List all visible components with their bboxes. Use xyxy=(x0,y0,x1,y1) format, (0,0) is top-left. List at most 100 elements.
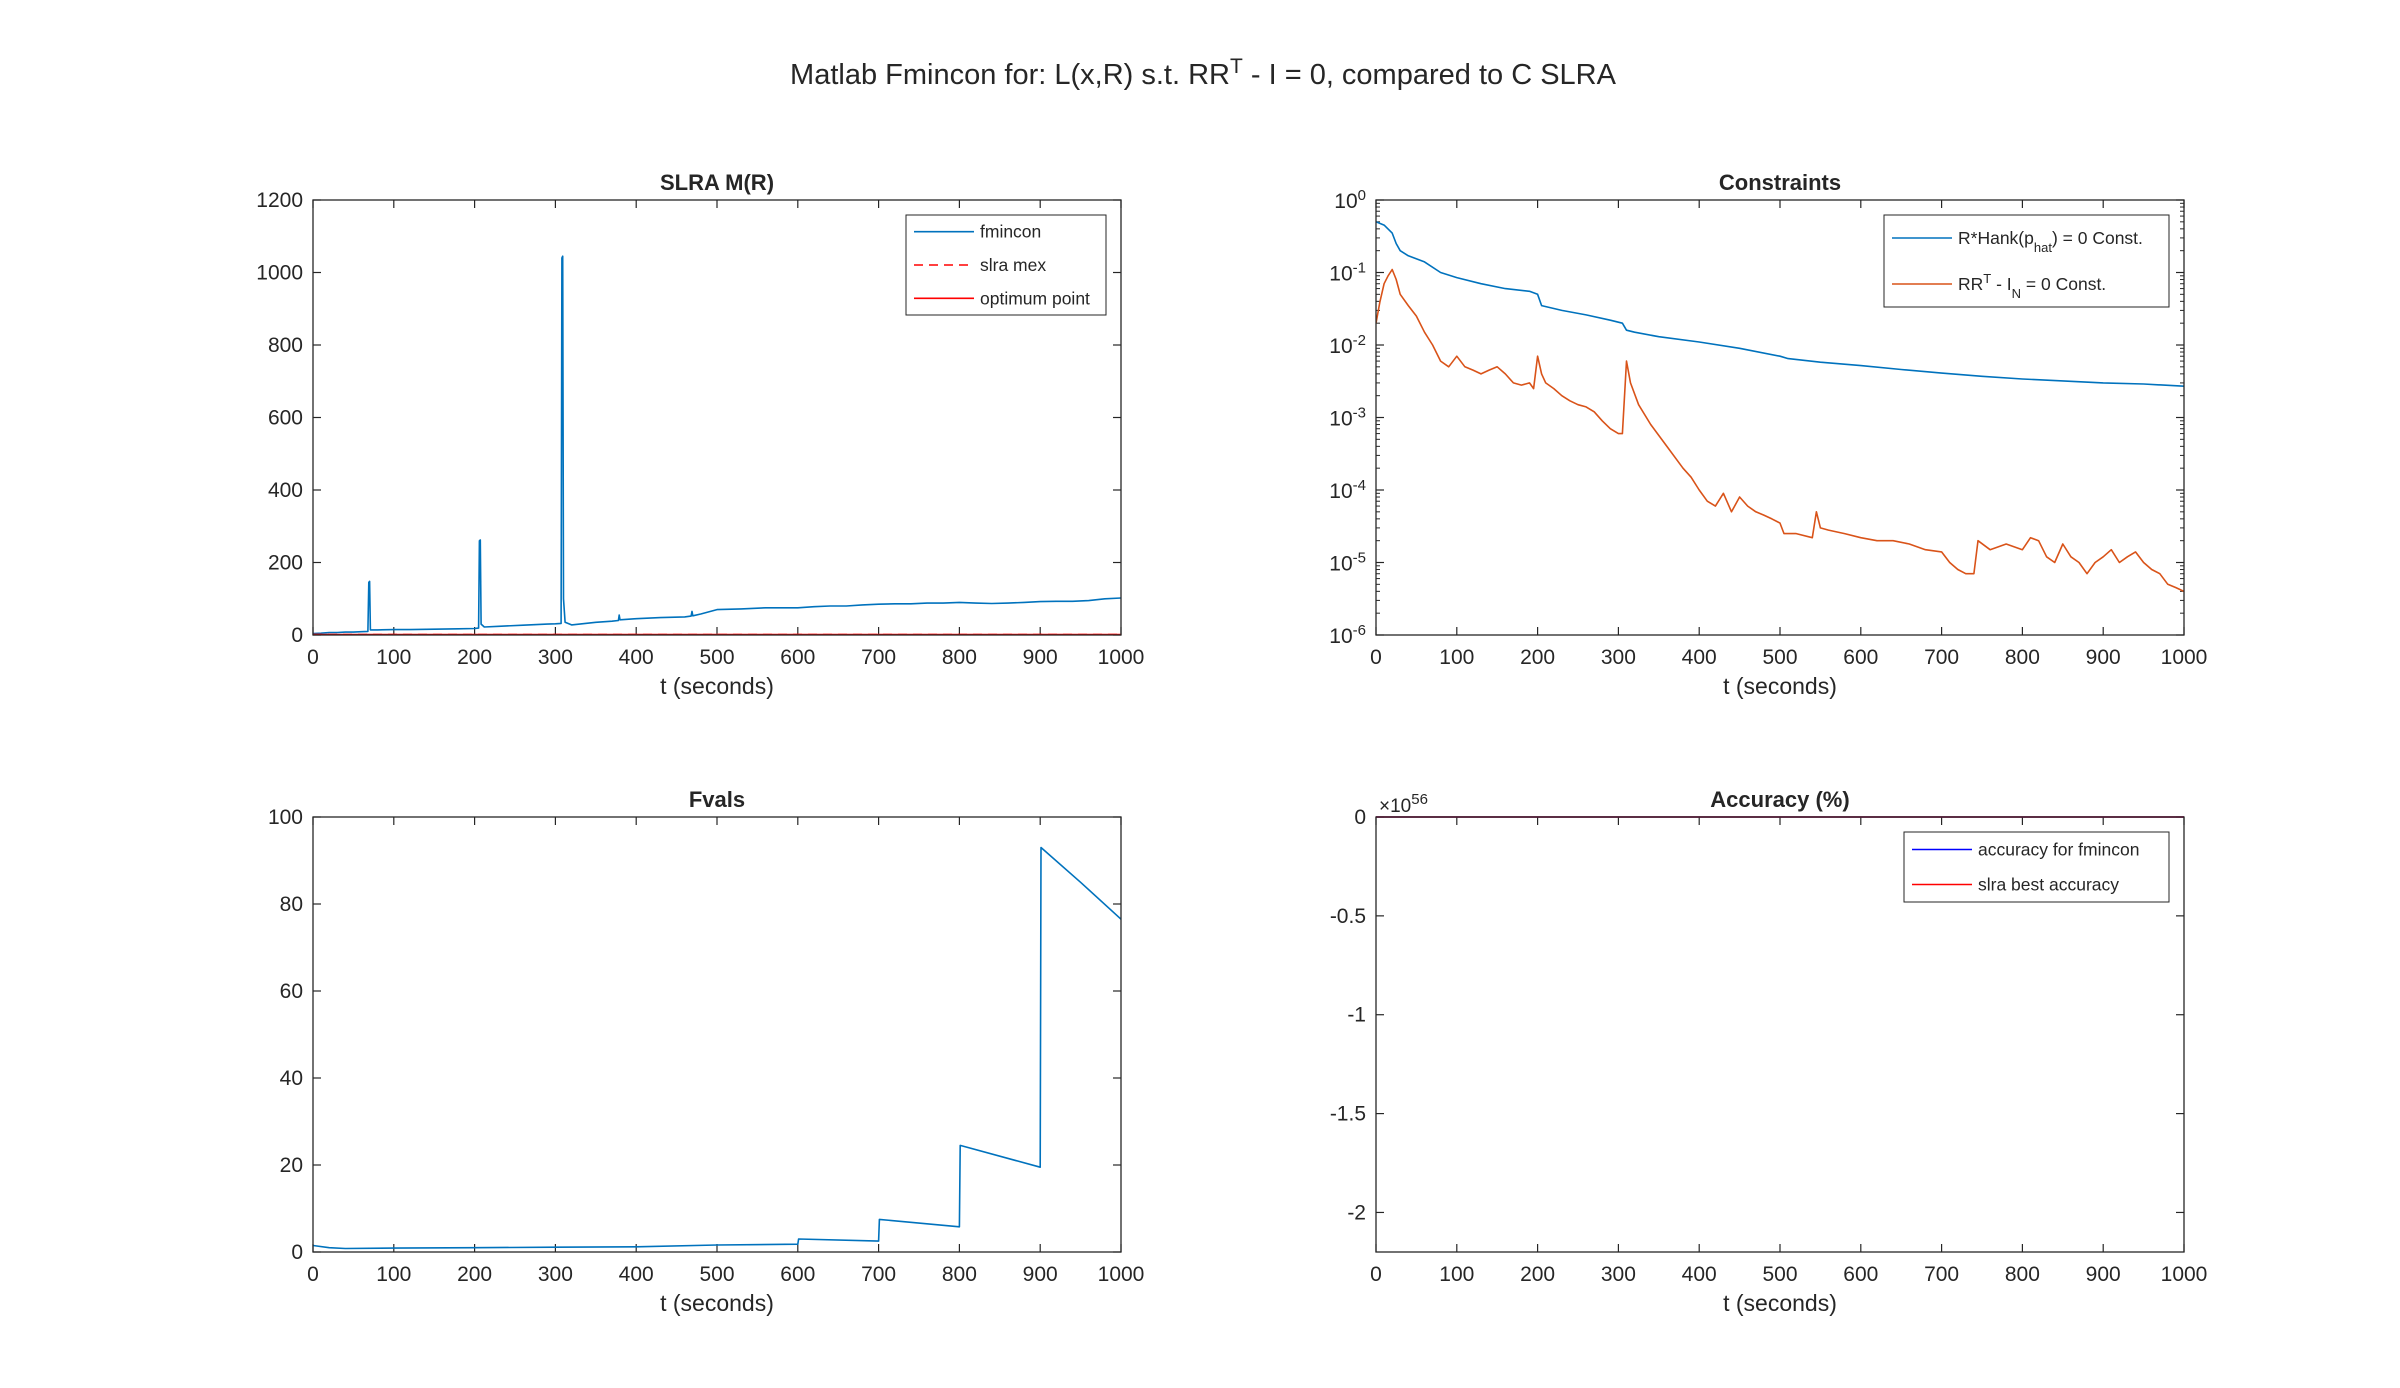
y-tick-label: 600 xyxy=(268,407,303,430)
axes-box xyxy=(312,199,1122,636)
x-tick-label: 500 xyxy=(699,646,734,669)
x-tick-label: 400 xyxy=(619,646,654,669)
x-tick-label: 100 xyxy=(1439,1263,1474,1286)
y-tick-label: 1200 xyxy=(256,189,303,212)
x-tick-label: 300 xyxy=(538,646,573,669)
x-tick-label: 600 xyxy=(780,646,815,669)
x-tick-label: 100 xyxy=(376,646,411,669)
subplot-panels: SLRA M(R)0 100 200 300 400 500 600 700 800 900 100… xyxy=(256,170,2207,1316)
x-tick-label: 400 xyxy=(1682,646,1717,669)
figure-suptitle: Matlab Fmincon for: L(x,R) s.t. RRT - I … xyxy=(790,55,1617,92)
subplot-title: Fvals xyxy=(689,787,745,812)
x-tick-label: 1000 xyxy=(1098,646,1145,669)
x-tick-label: 600 xyxy=(780,1263,815,1286)
y-tick-label: 60 xyxy=(280,980,303,1003)
x-tick-label: 200 xyxy=(457,1263,492,1286)
series-line xyxy=(313,846,1121,1250)
x-tick-label: 500 xyxy=(1762,1263,1797,1286)
series-line xyxy=(1376,221,2184,387)
y-tick-label: 10-4 xyxy=(1329,477,1366,504)
series-line xyxy=(1376,268,2184,593)
x-axis-label: t (seconds) xyxy=(660,673,774,699)
x-tick-label: 600 xyxy=(1843,1263,1878,1286)
x-tick-label: 300 xyxy=(538,1263,573,1286)
y-tick-label: 800 xyxy=(268,334,303,357)
x-tick-label: 500 xyxy=(1762,646,1797,669)
x-tick-label: 0 xyxy=(1370,1263,1382,1286)
x-tick-label: 700 xyxy=(861,1263,896,1286)
legend-label: fmincon xyxy=(980,222,1041,242)
x-axis-label: t (seconds) xyxy=(1723,1290,1837,1316)
x-tick-label: 800 xyxy=(2005,1263,2040,1286)
subplot-fvals: Fvals 0 100 200 300 400 500 600 700 800 900 1000 0 20… xyxy=(268,787,1144,1316)
legend-label: slra mex xyxy=(980,255,1046,275)
legend: fmincon slra mex optimum point xyxy=(905,214,1107,316)
subplot-accuracy: Accuracy (%) 0 100 200 300 400 500 600 700 800 900… xyxy=(1330,787,2208,1316)
x-tick-label: 300 xyxy=(1601,646,1636,669)
y-tick-label: 40 xyxy=(280,1067,303,1090)
subplot-title: Accuracy (%) xyxy=(1710,787,1849,812)
y-tick-label: 200 xyxy=(268,552,303,575)
legend-label: accuracy for fmincon xyxy=(1978,840,2139,860)
x-tick-label: 0 xyxy=(1370,646,1382,669)
y-exponent-label: ×1056 xyxy=(1379,791,1428,818)
x-tick-label: 300 xyxy=(1601,1263,1636,1286)
series-line xyxy=(313,255,1121,635)
y-tick-label: 10-3 xyxy=(1329,404,1366,431)
legend-label: R*Hank(phat) = 0 Const. xyxy=(1958,228,2143,255)
x-tick-label: 500 xyxy=(699,1263,734,1286)
x-tick-label: 900 xyxy=(1023,646,1058,669)
x-tick-label: 800 xyxy=(2005,646,2040,669)
x-tick-label: 900 xyxy=(2086,646,2121,669)
legend-label: slra best accuracy xyxy=(1978,875,2119,895)
x-tick-label: 0 xyxy=(307,1263,319,1286)
y-tick-label: 10-2 xyxy=(1329,332,1366,359)
x-tick-label: 700 xyxy=(1924,646,1959,669)
y-tick-label: -1.5 xyxy=(1330,1103,1366,1126)
x-tick-label: 100 xyxy=(376,1263,411,1286)
axes-box xyxy=(1375,199,2185,636)
x-tick-label: 100 xyxy=(1439,646,1474,669)
legend-box xyxy=(1903,831,2170,903)
legend: R*Hank(phat) = 0 Const. RRT - IN = 0 Cons… xyxy=(1883,214,2170,308)
x-tick-label: 200 xyxy=(1520,646,1555,669)
y-tick-label: 10-5 xyxy=(1329,549,1366,576)
x-tick-label: 0 xyxy=(307,646,319,669)
legend-label: optimum point xyxy=(980,288,1090,308)
x-tick-label: 200 xyxy=(457,646,492,669)
x-tick-label: 700 xyxy=(861,646,896,669)
y-tick-label: 1000 xyxy=(256,262,303,285)
y-tick-label: 20 xyxy=(280,1154,303,1177)
x-tick-label: 1000 xyxy=(2161,646,2208,669)
x-tick-label: 400 xyxy=(619,1263,654,1286)
y-tick-label: -2 xyxy=(1347,1201,1366,1224)
y-tick-label: 80 xyxy=(280,893,303,916)
x-tick-label: 800 xyxy=(942,1263,977,1286)
y-tick-label: 10-1 xyxy=(1329,259,1366,286)
subplot-slra: SLRA M(R) 0 100 200 300 400 500 600 700 800 900 100… xyxy=(256,170,1144,699)
x-tick-label: 1000 xyxy=(2161,1263,2208,1286)
x-tick-label: 800 xyxy=(942,646,977,669)
subplot-title: SLRA M(R) xyxy=(660,170,774,195)
y-tick-label: 0 xyxy=(1354,806,1366,829)
legend-box xyxy=(1883,214,2170,308)
y-tick-label: -1 xyxy=(1347,1004,1366,1027)
axes-box xyxy=(312,816,1122,1253)
x-tick-label: 1000 xyxy=(1098,1263,1145,1286)
y-tick-label: -0.5 xyxy=(1330,905,1366,928)
y-tick-label: 400 xyxy=(268,479,303,502)
legend: accuracy for fmincon slra best accuracy xyxy=(1903,831,2170,903)
x-tick-label: 200 xyxy=(1520,1263,1555,1286)
x-tick-label: 700 xyxy=(1924,1263,1959,1286)
x-axis-label: t (seconds) xyxy=(660,1290,774,1316)
x-axis-label: t (seconds) xyxy=(1723,673,1837,699)
y-tick-label: 0 xyxy=(291,624,303,647)
subplot-constraints: Constraints 0 100 200 300 400 500 600 700 800 900 1… xyxy=(1329,170,2207,699)
x-tick-label: 400 xyxy=(1682,1263,1717,1286)
x-tick-label: 600 xyxy=(1843,646,1878,669)
y-tick-label: 10-6 xyxy=(1329,622,1366,649)
subplot-title: Constraints xyxy=(1719,170,1841,195)
y-tick-label: 0 xyxy=(291,1241,303,1264)
